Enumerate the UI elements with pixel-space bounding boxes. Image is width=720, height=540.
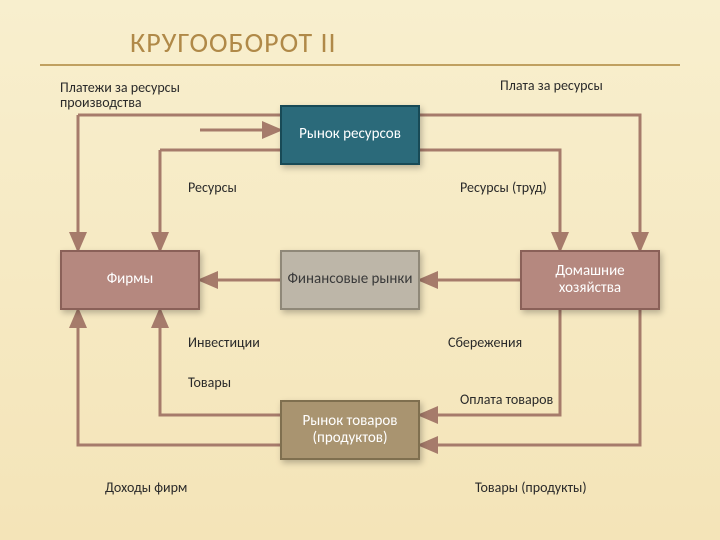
node-label: Фирмы [107,271,154,288]
node-financial-markets: Финансовые рынки [280,250,420,310]
label-goods: Товары [188,375,258,390]
label-savings: Сбережения [448,335,538,350]
title-underline [40,64,680,66]
edge-hh-outer-to-goods [420,310,640,445]
node-label: Домашние хозяйства [526,263,654,298]
label-payments-for-production-resources: Платежи за ресурсы производства [60,80,230,111]
label-firm-income: Доходы фирм [105,480,205,495]
edge-resmkt-inner-to-hh [420,150,560,250]
node-label: Рынок ресурсов [299,126,401,143]
node-resource-market: Рынок ресурсов [280,105,420,165]
node-label: Рынок товаров (продуктов) [286,413,414,448]
label-resources-labor: Ресурсы (труд) [460,180,560,195]
edge-goods-inner-to-firms [160,310,280,415]
label-payment-for-resources: Плата за ресурсы [500,78,620,93]
node-firms: Фирмы [60,250,200,310]
label-payment-for-goods: Оплата товаров [460,392,570,407]
page-title: КРУГООБОРОТ II [130,25,337,60]
label-investments: Инвестиции [188,335,278,350]
label-resources: Ресурсы [188,180,258,195]
node-goods-market: Рынок товаров (продуктов) [280,400,420,460]
node-label: Финансовые рынки [287,271,412,288]
label-goods-products: Товары (продукты) [475,480,615,495]
node-households: Домашние хозяйства [520,250,660,310]
